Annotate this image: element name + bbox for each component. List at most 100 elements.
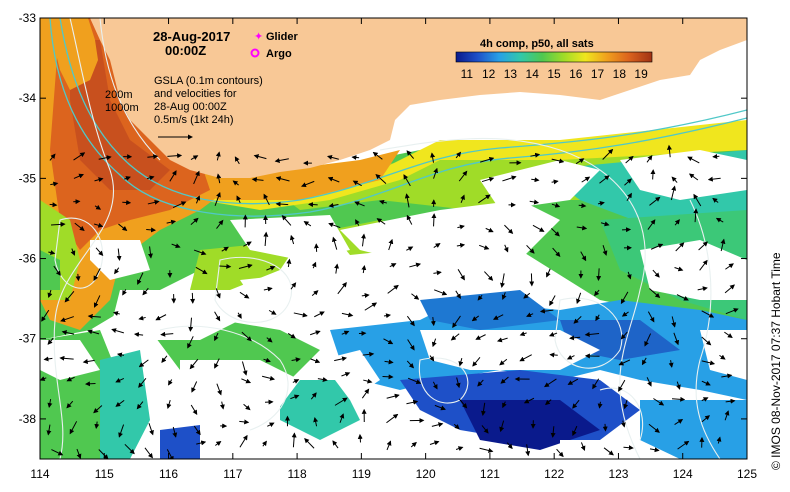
note-line-3: 28-Aug 00:00Z [154, 101, 227, 113]
velocity-arrow-icon [289, 234, 295, 245]
velocity-arrow-icon [707, 176, 721, 182]
velocity-arrow-icon [652, 269, 660, 278]
velocity-arrow-icon [620, 331, 628, 340]
velocity-arrow-icon [693, 193, 702, 207]
velocity-arrow-icon [545, 399, 552, 406]
velocity-arrow-icon [60, 316, 74, 323]
velocity-arrow-icon [648, 423, 660, 433]
velocity-arrow-icon [544, 378, 557, 388]
velocity-arrow-icon [47, 398, 53, 408]
velocity-arrow-icon [216, 173, 222, 184]
velocity-arrow-icon [219, 263, 232, 269]
velocity-arrow-icon [364, 302, 378, 311]
velocity-arrow-icon [719, 354, 726, 360]
velocity-arrow-icon [431, 338, 437, 348]
velocity-arrow-icon [458, 170, 468, 182]
velocity-arrow-icon [406, 360, 415, 369]
velocity-arrow-icon [112, 311, 120, 316]
velocity-arrow-icon [317, 377, 328, 382]
velocity-arrow-icon [313, 417, 319, 427]
colorbar-tick-label: 16 [569, 67, 583, 81]
velocity-arrow-icon [725, 263, 734, 270]
velocity-arrow-icon [701, 310, 715, 318]
velocity-arrow-icon [241, 331, 252, 342]
velocity-arrow-icon [239, 419, 250, 425]
velocity-arrow-icon [236, 195, 242, 204]
velocity-arrow-icon [146, 227, 157, 233]
velocity-arrow-icon [715, 217, 724, 223]
velocity-arrow-icon [172, 426, 178, 438]
velocity-arrow-icon [357, 433, 363, 443]
velocity-arrow-icon [649, 447, 660, 453]
velocity-arrow-icon [502, 401, 507, 409]
velocity-arrow-icon [460, 194, 465, 203]
velocity-arrow-icon [241, 378, 252, 384]
velocity-arrow-icon [500, 376, 509, 384]
velocity-arrow-icon [480, 402, 486, 416]
velocity-arrow-icon [455, 290, 461, 299]
velocity-arrow-icon [597, 401, 603, 409]
colorbar-tick-label: 15 [547, 67, 561, 81]
velocity-arrow-icon [375, 173, 387, 184]
velocity-arrow-icon [621, 311, 629, 317]
velocity-arrow-icon [479, 244, 490, 250]
velocity-arrow-icon [530, 152, 541, 158]
x-tick-label: 119 [352, 467, 371, 481]
velocity-arrow-icon [166, 219, 177, 225]
velocity-arrow-icon [383, 338, 394, 345]
velocity-arrow-icon [701, 415, 711, 423]
time-label: 00:00Z [165, 43, 206, 58]
velocity-arrow-icon [290, 282, 297, 290]
note-line-4: 0.5m/s (1kt 24h) [154, 114, 233, 126]
velocity-arrow-icon [48, 250, 56, 255]
velocity-arrow-icon [275, 201, 289, 207]
velocity-arrow-icon [95, 247, 104, 256]
velocity-arrow-icon [189, 358, 199, 370]
velocity-arrow-icon [480, 156, 495, 163]
velocity-arrow-icon [40, 376, 47, 381]
velocity-arrow-icon [334, 263, 340, 274]
velocity-arrow-icon [76, 448, 82, 459]
plot-frame [39, 17, 748, 460]
velocity-arrow-icon [94, 204, 102, 210]
velocity-arrow-icon [362, 351, 375, 357]
velocity-arrow-icon [672, 396, 686, 402]
velocity-arrow-icon [576, 225, 588, 231]
velocity-arrow-icon [556, 448, 564, 458]
velocity-arrow-icon [386, 393, 400, 399]
velocity-arrow-icon [118, 424, 125, 438]
x-tick-label: 116 [159, 467, 178, 481]
velocity-arrow-icon [431, 213, 437, 227]
x-tick-label: 114 [30, 467, 49, 481]
colorbar-tick-label: 19 [634, 67, 648, 81]
velocity-arrow-icon [239, 291, 250, 299]
velocity-arrow-icon [73, 152, 86, 161]
velocity-arrow-icon [215, 151, 221, 161]
velocity-arrow-icon [458, 358, 464, 367]
velocity-arrow-icon [172, 201, 187, 209]
y-axis: -33 -34 -35 -36 -37 -38 [19, 11, 747, 426]
velocity-arrow-icon [304, 437, 315, 449]
velocity-arrow-icon [266, 265, 276, 271]
velocity-arrow-icon [291, 432, 297, 448]
y-tick-label: -37 [19, 332, 37, 346]
velocity-arrow-icon [674, 219, 680, 226]
velocity-arrow-icon [267, 422, 275, 428]
velocity-arrow-icon [146, 175, 155, 181]
velocity-arrow-icon [455, 446, 464, 451]
velocity-arrow-icon [328, 222, 341, 229]
velocity-arrow-icon [481, 425, 489, 434]
velocity-arrow-icon [602, 245, 608, 256]
velocity-arrow-icon [693, 208, 699, 223]
velocity-arrow-icon [314, 311, 325, 318]
velocity-arrow-icon [552, 247, 561, 257]
velocity-arrow-icon [429, 355, 435, 362]
velocity-arrow-icon [238, 263, 253, 269]
velocity-arrow-icon [677, 440, 690, 450]
velocity-arrow-icon [699, 259, 708, 271]
velocity-arrow-icon [471, 315, 480, 322]
velocity-arrow-icon [47, 289, 53, 298]
velocity-arrow-icon [195, 195, 201, 204]
velocity-arrow-icon [290, 394, 300, 400]
